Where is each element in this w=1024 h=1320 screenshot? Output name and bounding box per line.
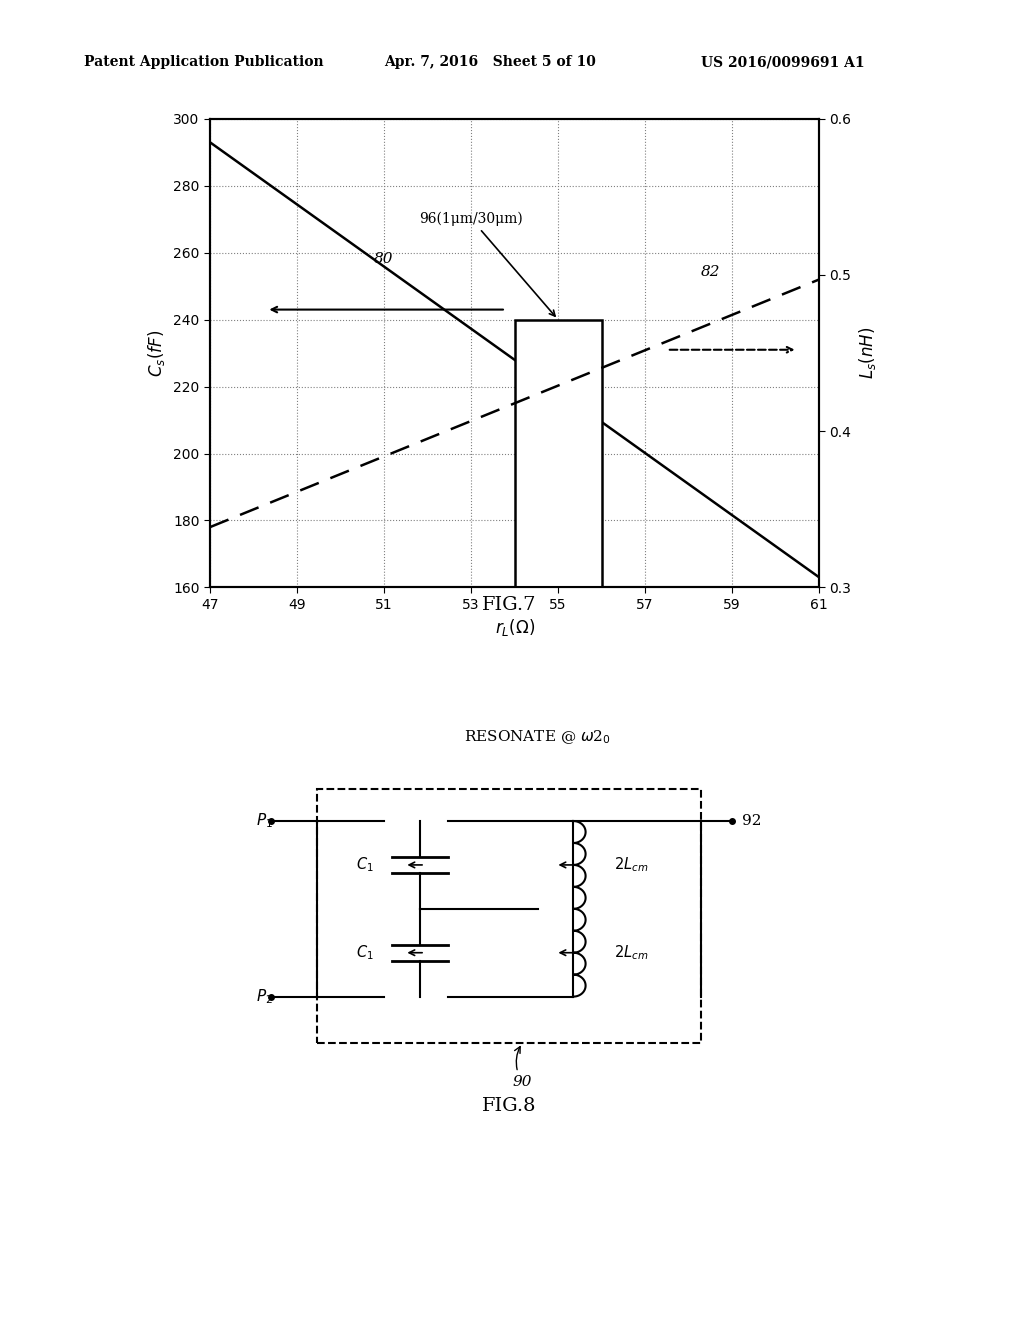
- Bar: [317, 789, 701, 1043]
- Text: Patent Application Publication: Patent Application Publication: [84, 55, 324, 70]
- Bar: [515, 319, 602, 587]
- Text: US 2016/0099691 A1: US 2016/0099691 A1: [701, 55, 865, 70]
- Text: FIG.7: FIG.7: [481, 595, 537, 614]
- Text: $P_2$: $P_2$: [256, 987, 272, 1006]
- Text: 80: 80: [374, 252, 394, 267]
- Text: Apr. 7, 2016   Sheet 5 of 10: Apr. 7, 2016 Sheet 5 of 10: [384, 55, 596, 70]
- Text: RESONATE @ $\omega$2$_0$: RESONATE @ $\omega$2$_0$: [464, 729, 611, 746]
- Text: 96(1μm/30μm): 96(1μm/30μm): [419, 211, 555, 315]
- Text: 82: 82: [700, 265, 720, 280]
- Y-axis label: $C_s(fF)$: $C_s(fF)$: [146, 330, 168, 376]
- Text: 92: 92: [742, 814, 762, 828]
- Y-axis label: $L_s(nH)$: $L_s(nH)$: [857, 327, 879, 379]
- Text: 90: 90: [512, 1047, 532, 1089]
- Text: FIG.8: FIG.8: [481, 1097, 537, 1115]
- Text: $C_1$: $C_1$: [356, 855, 374, 874]
- Text: $2L_{cm}$: $2L_{cm}$: [614, 944, 649, 962]
- Text: $P_1$: $P_1$: [256, 812, 273, 830]
- X-axis label: $r_L(\Omega)$: $r_L(\Omega)$: [495, 618, 535, 639]
- Text: $C_1$: $C_1$: [356, 944, 374, 962]
- Text: $2L_{cm}$: $2L_{cm}$: [614, 855, 649, 874]
